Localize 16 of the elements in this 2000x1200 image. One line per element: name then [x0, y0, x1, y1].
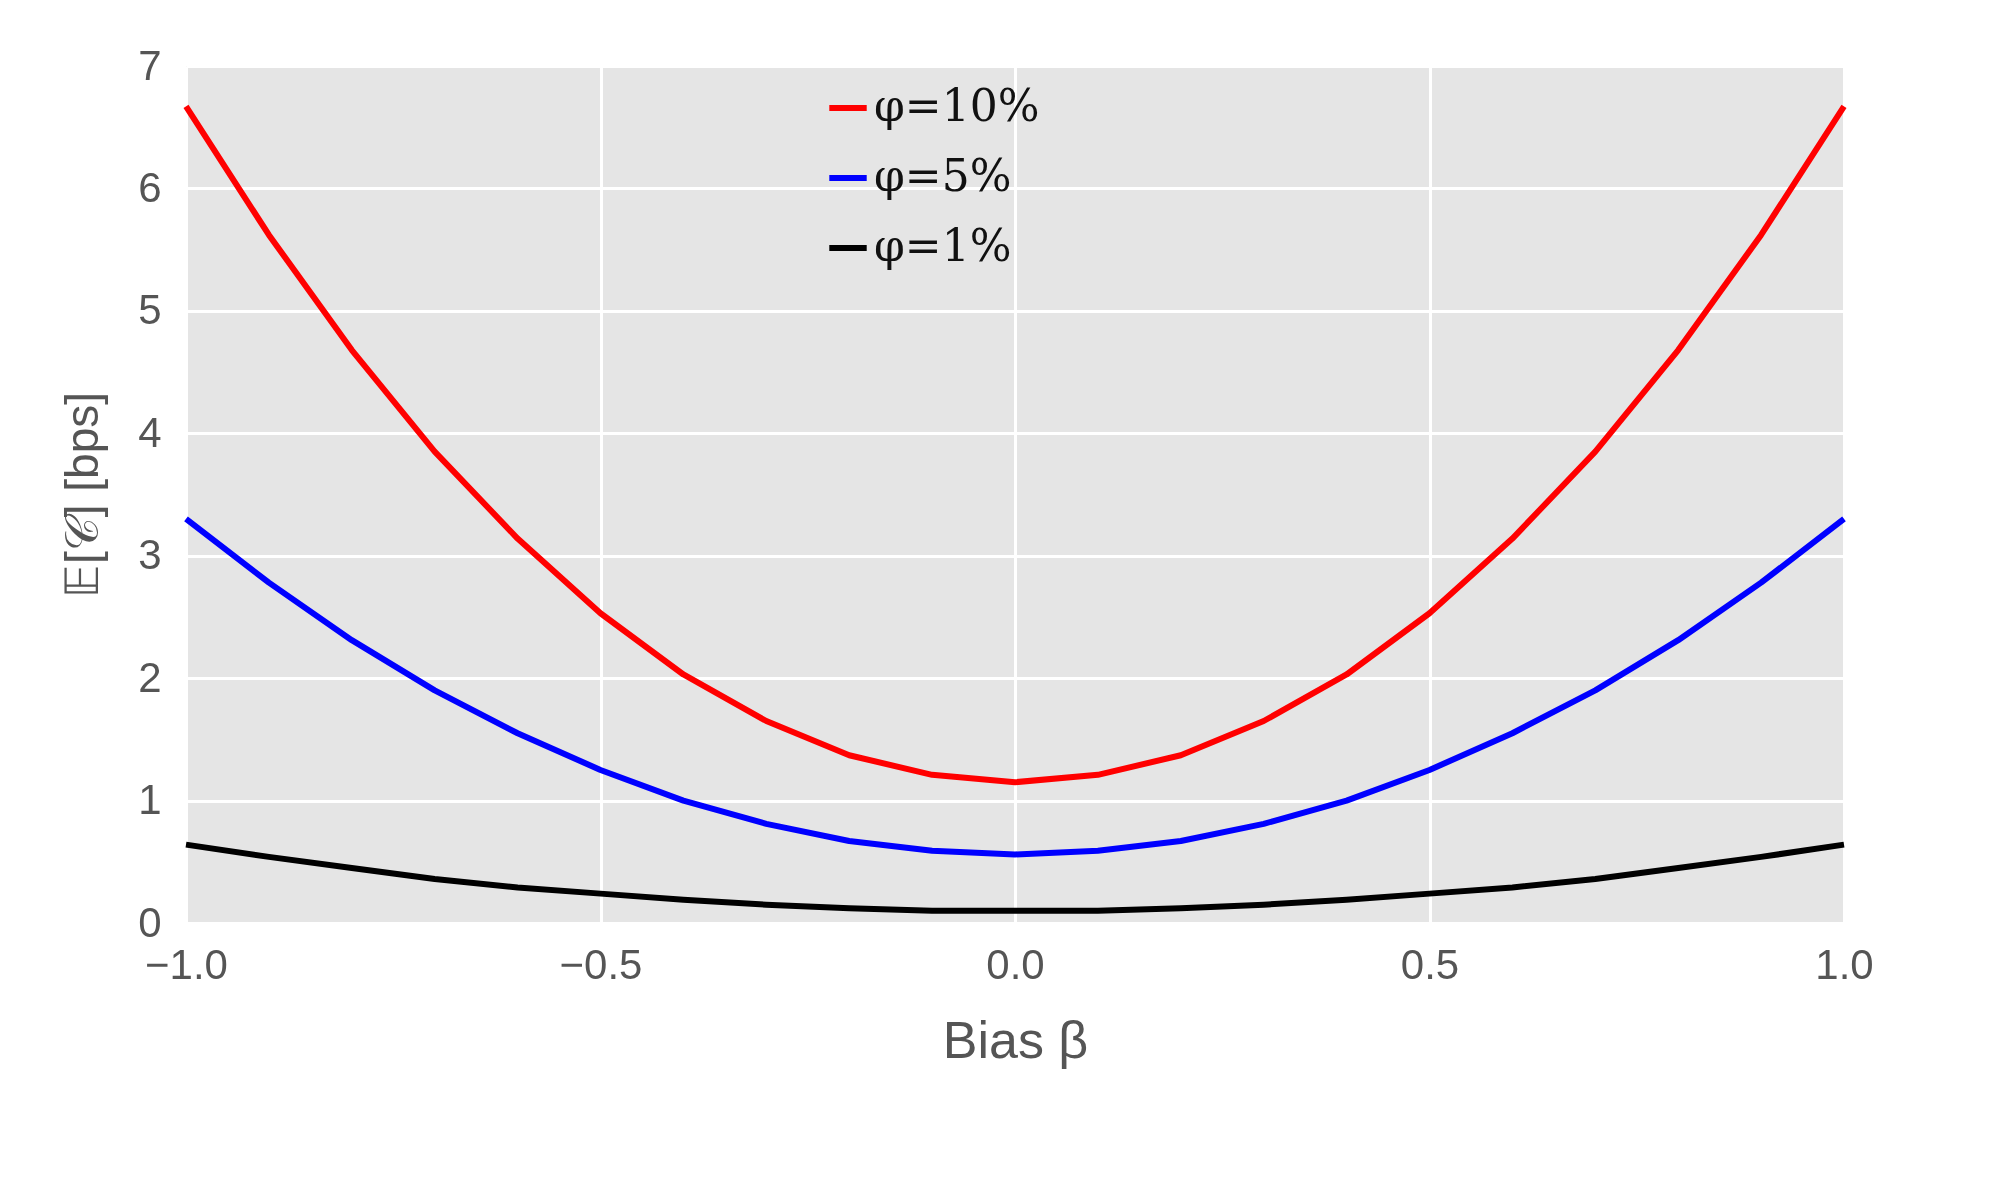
legend-label: φ=5%	[874, 150, 1012, 201]
y-tick-label: 6	[138, 163, 162, 211]
y-tick-label: 3	[138, 531, 162, 579]
y-axis-title: 𝔼[𝒞] [bps]	[56, 391, 109, 599]
x-tick-label: 0.5	[1400, 940, 1460, 988]
y-tick-label: 5	[138, 286, 162, 334]
y-tick-label: 1	[138, 776, 162, 824]
legend-label: φ=1%	[874, 220, 1012, 271]
y-tick-label: 7	[138, 41, 162, 89]
y-tick-label: 4	[138, 408, 162, 456]
x-tick-label: 0.0	[986, 940, 1045, 988]
x-axis-title: Bias β	[942, 1010, 1089, 1069]
legend-label: φ=10%	[874, 80, 1040, 131]
x-tick-label: −0.5	[559, 940, 643, 988]
y-tick-label: 2	[138, 653, 162, 701]
x-tick-label: 1.0	[1815, 940, 1874, 988]
